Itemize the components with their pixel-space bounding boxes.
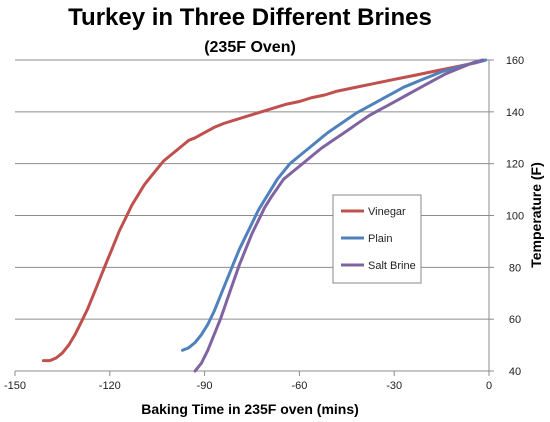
x-tick-label-4: -30 bbox=[386, 380, 402, 392]
series-line-plain bbox=[181, 58, 488, 352]
legend-label-salt-brine: Salt Brine bbox=[368, 260, 416, 272]
x-tick-label-3: -60 bbox=[291, 380, 307, 392]
y-axis-label: Temperature (F) bbox=[528, 162, 544, 268]
y-tick-label-5: 140 bbox=[506, 107, 524, 119]
x-tick-label-0: -150 bbox=[4, 380, 26, 392]
x-axis-label: Baking Time in 235F oven (mins) bbox=[141, 401, 359, 417]
legend: Vinegar Plain Salt Brine bbox=[332, 194, 422, 284]
y-tick-label-1: 60 bbox=[509, 314, 521, 326]
y-tick-label-0: 40 bbox=[509, 366, 521, 378]
x-tick-label-2: -90 bbox=[197, 380, 213, 392]
series-line-vinegar bbox=[41, 58, 485, 363]
chart-subtitle: (235F Oven) bbox=[204, 39, 296, 56]
y-tick-label-6: 160 bbox=[506, 55, 524, 67]
chart-title: Turkey in Three Different Brines bbox=[68, 4, 432, 31]
y-tick-label-3: 100 bbox=[506, 211, 524, 223]
series-line-salt-brine bbox=[193, 58, 485, 373]
gridlines bbox=[15, 59, 489, 320]
y-tick-label-4: 120 bbox=[506, 159, 524, 171]
series-lines bbox=[41, 58, 488, 373]
x-tick-label-5: 0 bbox=[486, 380, 492, 392]
legend-label-plain: Plain bbox=[368, 233, 392, 245]
y-tick-label-2: 80 bbox=[509, 262, 521, 274]
axes: -150 -120 -90 -60 -30 0 40 60 80 100 120 140 160 bbox=[4, 55, 524, 392]
legend-label-vinegar: Vinegar bbox=[368, 206, 406, 218]
x-tick-label-1: -120 bbox=[99, 380, 121, 392]
